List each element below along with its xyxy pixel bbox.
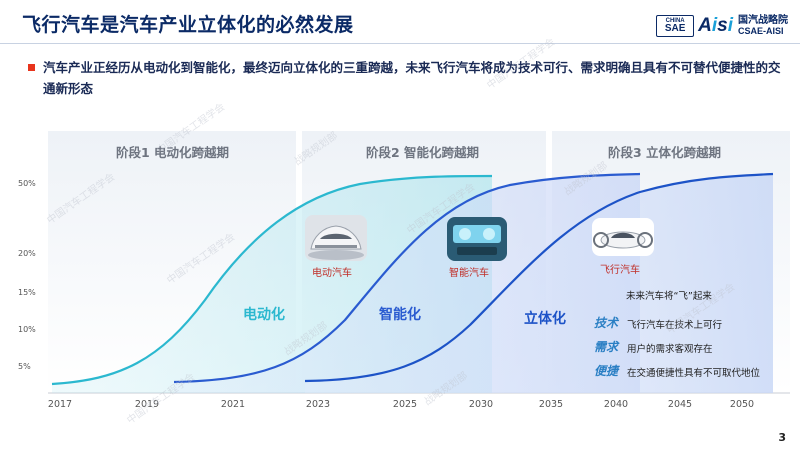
y-tick-label: 5%: [18, 362, 31, 371]
flying-curve-label: 立体化: [524, 311, 566, 327]
page-title: 飞行汽车是汽车产业立体化的必然发展: [22, 14, 354, 36]
electric-car-image: [305, 215, 367, 261]
aisi-letter-i1: i: [711, 15, 718, 36]
x-tick-label: 2050: [729, 399, 755, 410]
aisi-letter-s: s: [717, 15, 728, 36]
note-key-convenience: 便捷: [594, 364, 619, 378]
smart-curve-line: [173, 172, 641, 384]
logo-text: 国汽战略院 CSAE-AISI: [738, 16, 788, 36]
subtitle-text: 汽车产业正经历从电动化到智能化，最终迈向立体化的三重跨越，未来飞行汽车将成为技术…: [43, 60, 781, 96]
flying-curve-fill: [305, 174, 773, 393]
smart-car-label: 智能汽车: [449, 268, 489, 279]
y-tick-label: 20%: [18, 249, 36, 258]
logo-china-text: CHINA: [665, 18, 685, 24]
y-tick-label: 15%: [18, 288, 36, 297]
aisi-letter-a: A: [698, 15, 712, 36]
logo-chinese-name: 国汽战略院: [738, 15, 788, 27]
page-number: 3: [778, 431, 786, 444]
organization-logo: CHINA SAE Aisi 国汽战略院 CSAE-AISI: [656, 13, 788, 39]
phase-1-label: 阶段1 电动化跨越期: [116, 145, 230, 160]
x-tick-label: 2030: [468, 399, 494, 410]
china-sae-logo: CHINA SAE: [656, 15, 695, 37]
note-text-convenience: 在交通便捷性具有不可取代地位: [627, 368, 761, 379]
x-tick-label: 2045: [667, 399, 693, 410]
flying-car-label: 飞行汽车: [600, 265, 640, 276]
x-tick-label: 2017: [47, 399, 73, 410]
aisi-letter-i2: i: [727, 15, 733, 36]
logo-english-name: CSAE-AISI: [738, 25, 784, 36]
ev-curve-label: 电动化: [243, 307, 285, 323]
smart-curve-label: 智能化: [379, 307, 421, 323]
logo-sae-text: SAE: [664, 23, 686, 34]
flying-curve-line: [304, 172, 774, 383]
y-tick-label: 10%: [18, 325, 36, 334]
flying-car-image: [592, 218, 654, 256]
note-text-technology: 飞行汽车在技术上可行: [627, 320, 723, 331]
bullet-marker: [28, 64, 35, 71]
phase-3-label: 阶段3 立体化跨越期: [608, 145, 722, 160]
note-key-demand: 需求: [594, 340, 619, 354]
x-tick-label: 2040: [603, 399, 629, 410]
smart-car-icon: [447, 217, 507, 261]
y-tick-label: 50%: [18, 179, 36, 188]
x-tick-label: 2023: [305, 399, 331, 410]
note-key-technology: 技术: [594, 316, 619, 330]
x-tick-label: 2035: [538, 399, 564, 410]
flying-car-icon: [592, 218, 654, 256]
x-tick-label: 2025: [392, 399, 418, 410]
note-text-demand: 用户的需求客观存在: [627, 344, 713, 355]
notes-heading: 未来汽车将“飞”起来: [626, 291, 712, 302]
title-divider: [0, 43, 800, 44]
phase-2-label: 阶段2 智能化跨越期: [366, 145, 480, 160]
electric-car-icon: [305, 215, 367, 261]
x-tick-label: 2019: [134, 399, 160, 410]
x-tick-label: 2021: [220, 399, 246, 410]
electric-car-label: 电动汽车: [312, 268, 352, 279]
smart-car-image: [447, 217, 507, 261]
ev-curve-line: [51, 174, 493, 386]
aisi-logo: Aisi: [698, 15, 733, 37]
